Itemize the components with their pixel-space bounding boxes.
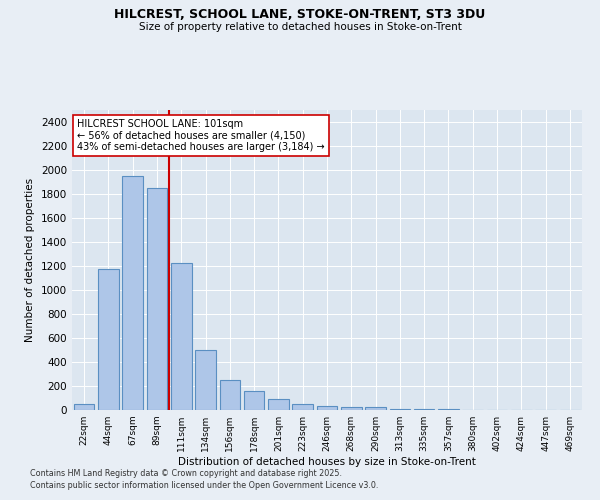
Text: Contains HM Land Registry data © Crown copyright and database right 2025.: Contains HM Land Registry data © Crown c… <box>30 468 342 477</box>
Bar <box>317 406 337 410</box>
Text: HILCREST, SCHOOL LANE, STOKE-ON-TRENT, ST3 3DU: HILCREST, SCHOOL LANE, STOKE-ON-TRENT, S… <box>115 8 485 20</box>
Bar <box>74 404 94 410</box>
X-axis label: Distribution of detached houses by size in Stoke-on-Trent: Distribution of detached houses by size … <box>178 457 476 467</box>
Bar <box>220 380 240 410</box>
Text: HILCREST SCHOOL LANE: 101sqm
← 56% of detached houses are smaller (4,150)
43% of: HILCREST SCHOOL LANE: 101sqm ← 56% of de… <box>77 119 325 152</box>
Text: Contains public sector information licensed under the Open Government Licence v3: Contains public sector information licen… <box>30 481 379 490</box>
Bar <box>195 350 216 410</box>
Bar <box>244 391 265 410</box>
Bar <box>389 409 410 410</box>
Bar <box>171 263 191 410</box>
Y-axis label: Number of detached properties: Number of detached properties <box>25 178 35 342</box>
Bar <box>341 406 362 410</box>
Text: Size of property relative to detached houses in Stoke-on-Trent: Size of property relative to detached ho… <box>139 22 461 32</box>
Bar <box>122 176 143 410</box>
Bar <box>292 404 313 410</box>
Bar <box>268 399 289 410</box>
Bar <box>365 407 386 410</box>
Bar <box>98 269 119 410</box>
Bar <box>146 188 167 410</box>
